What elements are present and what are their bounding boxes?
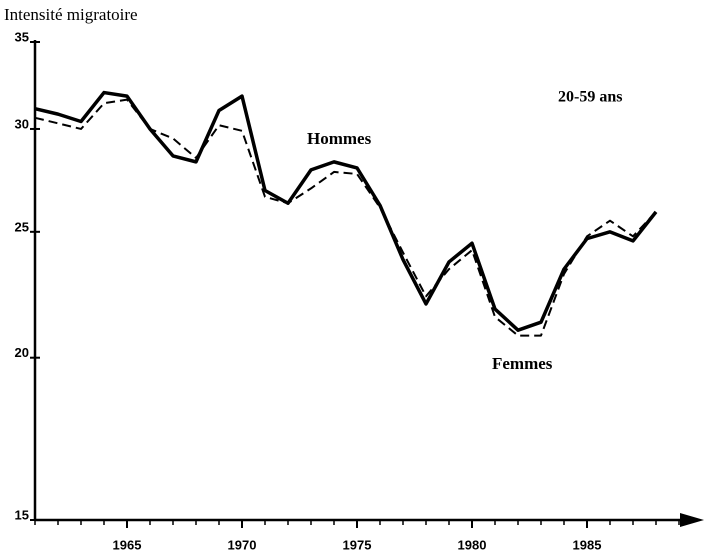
y-tick-label: 25 bbox=[15, 219, 29, 234]
series-line bbox=[34, 90, 658, 332]
y-tick-label: 15 bbox=[15, 507, 29, 522]
y-tick-label: 20 bbox=[15, 345, 29, 360]
x-tick-label: 1965 bbox=[113, 537, 142, 552]
y-axis-label: Intensité migratoire bbox=[4, 5, 138, 24]
y-tick-label: 30 bbox=[15, 116, 29, 131]
annotation: Femmes bbox=[492, 354, 553, 373]
axis-arrow bbox=[680, 513, 704, 527]
annotation: Hommes bbox=[307, 129, 372, 148]
x-tick-label: 1970 bbox=[228, 537, 257, 552]
y-tick-label: 35 bbox=[15, 29, 29, 44]
series-line bbox=[34, 98, 657, 337]
x-tick-label: 1980 bbox=[458, 537, 487, 552]
x-tick-label: 1975 bbox=[343, 537, 372, 552]
x-tick-label: 1985 bbox=[573, 537, 602, 552]
annotation: 20-59 ans bbox=[558, 89, 622, 106]
